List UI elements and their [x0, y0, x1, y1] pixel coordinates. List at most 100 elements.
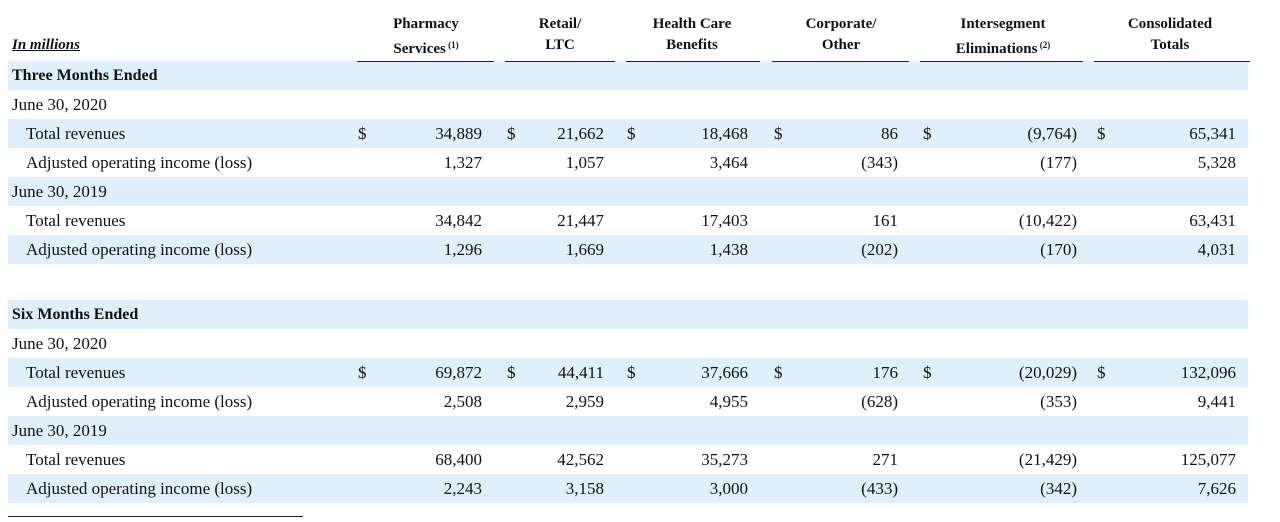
- column-header-line2: LTC: [545, 37, 575, 53]
- table-row: Adjusted operating income (loss) 2,508 2,9…: [8, 387, 1248, 416]
- cell-value: 176: [872, 363, 899, 382]
- currency-symbol: $: [507, 124, 516, 143]
- column-header-rule: [772, 61, 909, 62]
- cell-value: (21,429): [1018, 450, 1077, 469]
- units-label: In millions: [12, 37, 80, 53]
- column-header-rule: [1094, 61, 1250, 62]
- cell-value: (433): [861, 479, 898, 498]
- currency-symbol: $: [627, 363, 636, 382]
- column-header: Health Care Benefits: [612, 14, 772, 56]
- spacer-row: [8, 264, 1248, 293]
- column-header-line2: Eliminations (2): [955, 40, 1051, 57]
- currency-symbol: $: [627, 124, 636, 143]
- footnote-marker: (1): [445, 40, 459, 50]
- column-header-line2: Benefits: [666, 37, 718, 53]
- currency-symbol: $: [358, 124, 367, 143]
- cell-value: 68,400: [435, 450, 482, 469]
- table-row: Total revenues 68,400 42,562 35,273 271 (21,4…: [8, 445, 1248, 474]
- table-row: Total revenues $34,889 $21,662 $18,468 $86 $ (…: [8, 119, 1248, 148]
- cell-value: 86: [881, 124, 898, 143]
- row-label: Adjusted operating income (loss): [26, 392, 253, 411]
- cell-value: 42,562: [557, 450, 604, 469]
- period-row: June 30, 2020: [8, 329, 1248, 358]
- cell-value: 1,669: [565, 240, 604, 259]
- footnote-marker: (2): [1037, 40, 1051, 50]
- cell-value: 2,959: [565, 392, 604, 411]
- column-header-rule: [357, 61, 494, 62]
- table-row: Adjusted operating income (loss) 1,327 1,0…: [8, 148, 1248, 177]
- row-label: Adjusted operating income (loss): [26, 240, 253, 259]
- cell-value: 7,626: [1197, 479, 1236, 498]
- cell-value: 65,341: [1189, 124, 1236, 143]
- cell-value: 37,666: [701, 363, 748, 382]
- cell-value: (202): [861, 240, 898, 259]
- row-label: Six Months Ended: [12, 306, 139, 323]
- period-row: June 30, 2019: [8, 177, 1248, 206]
- cell-value: (353): [1040, 392, 1077, 411]
- currency-symbol: $: [923, 363, 932, 382]
- row-label: Total revenues: [26, 124, 126, 143]
- table-row: Total revenues $69,872 $44,411 $37,666 $176 $…: [8, 358, 1248, 387]
- cell-value: 63,431: [1189, 211, 1236, 230]
- cell-value: 4,031: [1197, 240, 1236, 259]
- row-label: Adjusted operating income (loss): [26, 479, 253, 498]
- column-header: Intersegment Eliminations (2): [923, 14, 1083, 60]
- cell-value: (628): [861, 392, 898, 411]
- column-header-rule: [626, 61, 760, 62]
- section-header-row: Three Months Ended: [8, 61, 1248, 90]
- cell-value: 125,077: [1180, 450, 1236, 469]
- cell-value: 69,872: [435, 363, 482, 382]
- column-header: Pharmacy Services (1): [346, 14, 506, 60]
- table-row: Adjusted operating income (loss) 2,243 3,1…: [8, 474, 1248, 503]
- column-header-rule: [920, 61, 1083, 62]
- cell-value: 18,468: [701, 124, 748, 143]
- cell-value: 9,441: [1197, 392, 1236, 411]
- cell-value: (10,422): [1018, 211, 1077, 230]
- cell-value: 161: [872, 211, 899, 230]
- row-label: June 30, 2020: [12, 334, 107, 353]
- table-row: Adjusted operating income (loss) 1,296 1,6…: [8, 235, 1248, 264]
- row-label: Adjusted operating income (loss): [26, 153, 253, 172]
- cell-value: 4,955: [709, 392, 748, 411]
- currency-symbol: $: [358, 363, 367, 382]
- column-header-line1: Pharmacy: [393, 16, 459, 32]
- currency-symbol: $: [1097, 124, 1106, 143]
- cell-value: 21,447: [557, 211, 604, 230]
- period-row: June 30, 2020: [8, 90, 1248, 119]
- column-header-line1: Retail/: [538, 16, 582, 32]
- cell-value: 1,296: [443, 240, 482, 259]
- cell-value: 1,438: [709, 240, 748, 259]
- column-header-line1: Corporate/: [805, 16, 877, 32]
- cell-value: 1,327: [443, 153, 482, 172]
- cell-value: 5,328: [1197, 153, 1236, 172]
- cell-value: 3,000: [709, 479, 748, 498]
- currency-symbol: $: [774, 363, 783, 382]
- column-header-line2: Totals: [1150, 37, 1190, 53]
- cell-value: (177): [1040, 153, 1077, 172]
- currency-symbol: $: [1097, 363, 1106, 382]
- currency-symbol: $: [774, 124, 783, 143]
- cell-value: (9,764): [1027, 124, 1077, 143]
- row-label: Total revenues: [26, 211, 126, 230]
- cell-value: 3,158: [565, 479, 604, 498]
- column-header-line1: Health Care: [652, 16, 732, 32]
- cell-value: (342): [1040, 479, 1077, 498]
- column-header: Consolidated Totals: [1090, 14, 1250, 56]
- currency-symbol: $: [923, 124, 932, 143]
- cell-value: 44,411: [557, 363, 604, 382]
- footnote-rule: [8, 516, 303, 517]
- currency-symbol: $: [507, 363, 516, 382]
- cell-value: 3,464: [709, 153, 748, 172]
- row-label: June 30, 2019: [12, 182, 107, 201]
- cell-value: 2,243: [443, 479, 482, 498]
- column-header-rule: [505, 61, 615, 62]
- row-label: Three Months Ended: [12, 67, 158, 84]
- table-row: Total revenues 34,842 21,447 17,403 161 (10,4…: [8, 206, 1248, 235]
- section-header-row: Six Months Ended: [8, 300, 1248, 329]
- column-header-line2: Services (1): [393, 40, 459, 57]
- cell-value: 17,403: [701, 211, 748, 230]
- column-header-line1: Consolidated: [1127, 16, 1213, 32]
- cell-value: 2,508: [443, 392, 482, 411]
- cell-value: 21,662: [557, 124, 604, 143]
- cell-value: (343): [861, 153, 898, 172]
